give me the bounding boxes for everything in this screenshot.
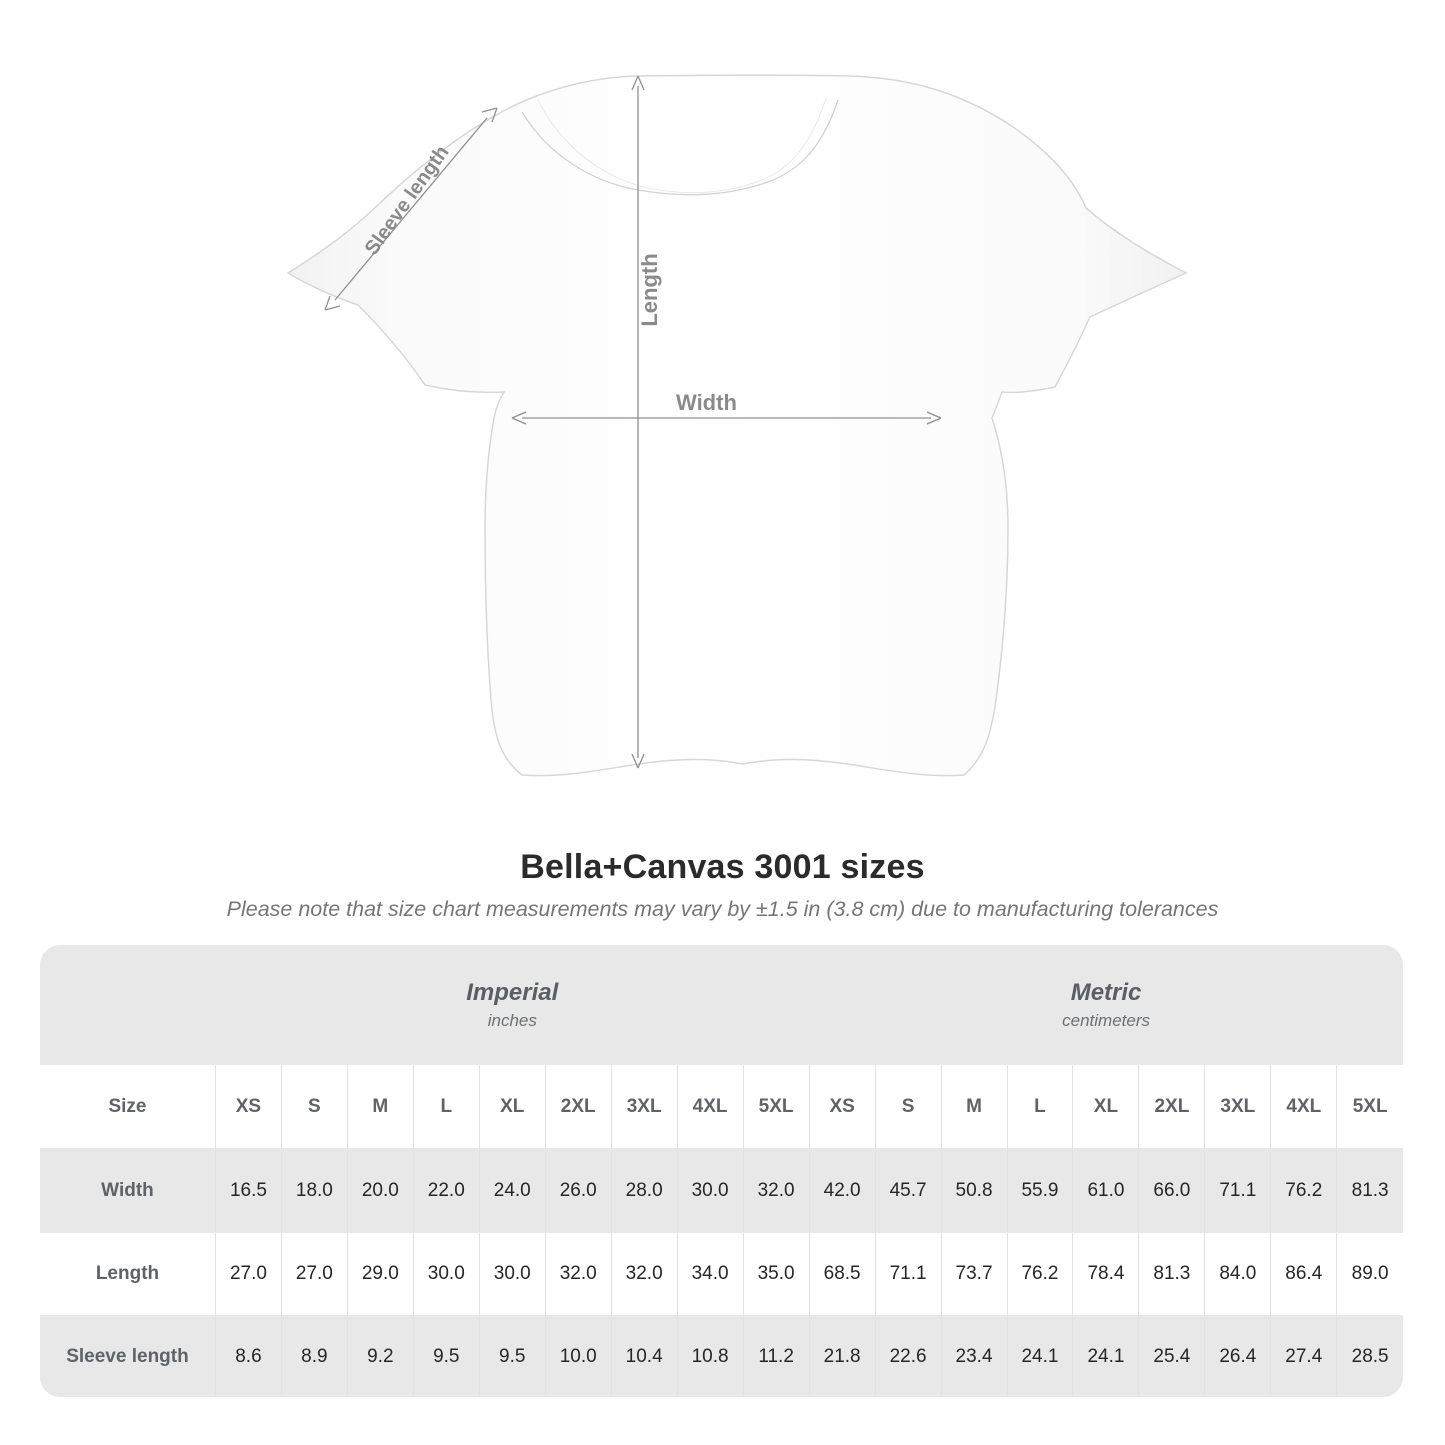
svg-text:Width: Width: [676, 390, 737, 415]
svg-text:Length: Length: [637, 253, 662, 326]
